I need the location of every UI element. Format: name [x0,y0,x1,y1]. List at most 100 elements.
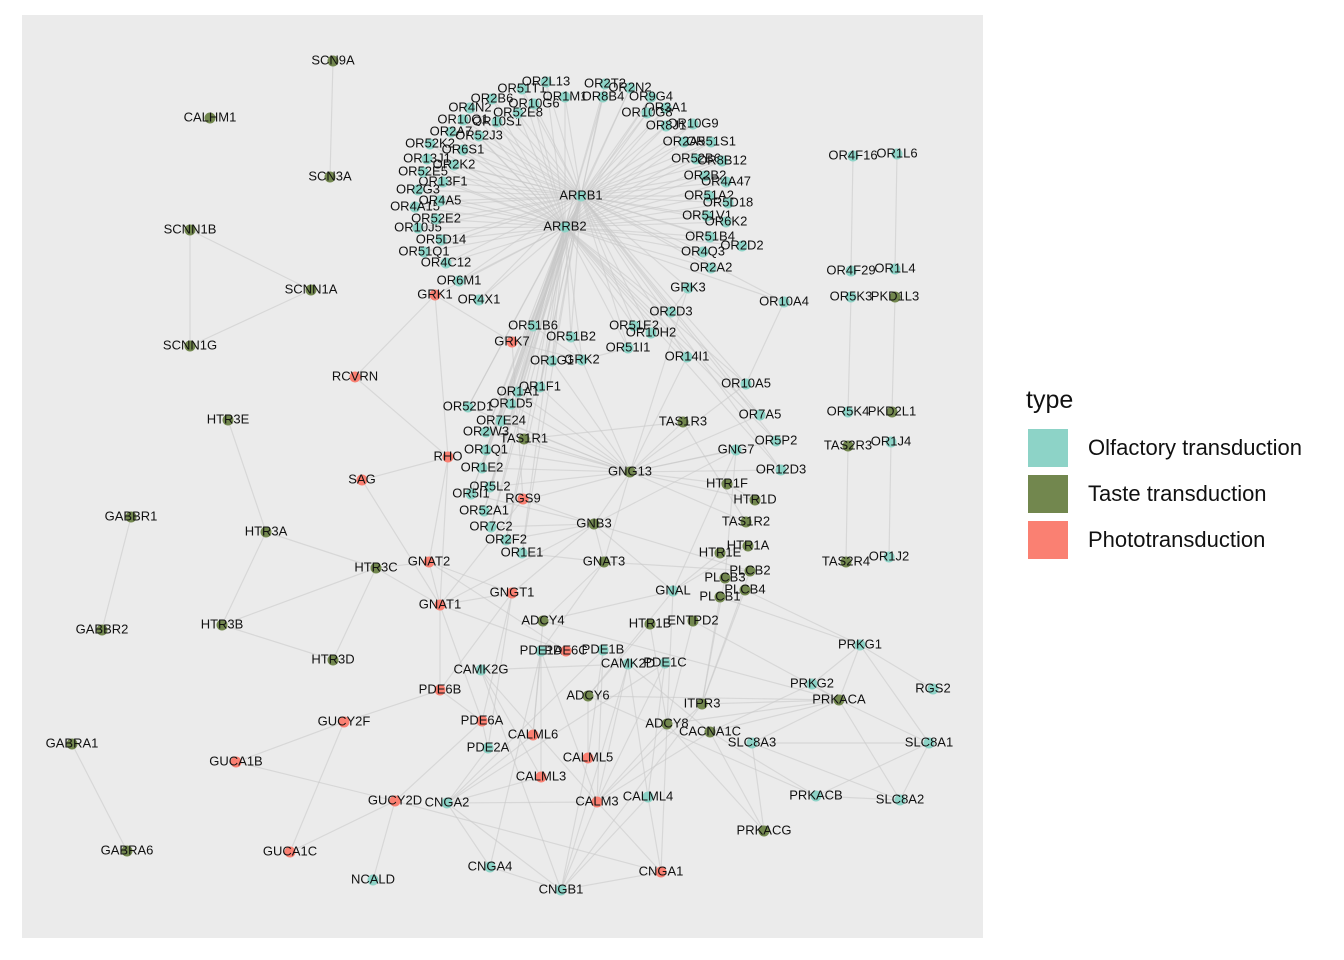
edge [235,761,396,802]
node-label: OR5K4 [827,403,870,418]
node-point [927,683,939,695]
node-label: OR10G6 [508,95,559,110]
node-point [565,331,577,343]
node-point [546,355,558,367]
edge [581,347,629,361]
edge [235,721,345,763]
node-point [491,116,503,128]
plot-panel: SCN9A CALHM1 SCN3A SCNN1B SCNN1A SCNN1G RCVRN H… [22,15,983,938]
node-label: ARRB2 [543,218,586,233]
node-label: GABBR2 [76,621,129,636]
edge [480,669,562,891]
node-point [421,153,433,165]
edge [439,523,595,606]
node-label: OR12D3 [756,461,807,476]
node-point [216,619,228,631]
node-point [512,386,524,398]
node-or10q1: OR10Q1 [437,111,488,126]
node-prkacg: PRKACG [737,822,792,837]
node-point [660,120,672,132]
node-point [482,742,494,754]
edge [505,523,595,541]
node-or1a1: OR1A1 [497,383,540,398]
node-label: OR1G1 [530,352,574,367]
node-point [429,289,441,301]
node-point [222,414,234,426]
node-label: CALML4 [623,788,674,803]
edge [666,590,674,725]
edge [564,226,711,238]
node-label: PLCB3 [704,569,745,584]
node-label: OR51E2 [609,317,659,332]
node-or4q3: OR4Q3 [681,243,725,258]
node-point [473,294,485,306]
edge [603,471,631,563]
edge [496,121,566,228]
node-label: PKD1L3 [871,288,919,303]
node-label: OR51B6 [508,317,558,332]
node-label: PKD2L1 [868,403,916,418]
edge [469,107,582,197]
node-prkacb: PRKACB [789,787,842,802]
node-point [701,210,713,222]
node-point [894,794,906,806]
edge [434,294,513,343]
node-point [473,130,485,142]
edge [375,567,441,606]
edge [439,498,524,606]
edge [446,776,542,804]
node-point [681,351,693,363]
node-point [886,406,898,418]
edge [467,406,631,473]
edge [629,471,728,485]
edge [521,88,566,228]
edge [483,226,566,512]
node-point [478,505,490,517]
edge [428,561,513,594]
edge [481,467,631,473]
node-label: OR2A7 [430,123,473,138]
edge [629,440,777,473]
node-label: OR5K3 [830,288,873,303]
node-label: PRKG1 [838,636,882,651]
node-label: TAS2R3 [824,437,872,452]
node-point [622,658,634,670]
node-point [644,618,656,630]
node-or2n2: OR2N2 [608,79,651,94]
edge [580,175,706,197]
node-point [506,587,518,599]
edge [564,226,777,442]
edge [442,181,582,197]
node-pde2a: PDE2A [467,739,510,754]
node-label: OR10J5 [394,219,442,234]
node-point [661,718,673,730]
edge [189,229,312,291]
node-point [889,263,901,275]
node-or52e5: OR52E5 [398,163,448,178]
node-label: ADCY6 [566,687,609,702]
node-label: OR51I1 [606,339,651,354]
edge [596,663,629,803]
edge [580,141,685,197]
node-label: OR5L2 [469,478,510,493]
edge [354,294,436,378]
node-label: OR52E5 [398,163,448,178]
node-point [720,176,732,188]
node-label: CALM3 [575,793,618,808]
node-point [842,406,854,418]
edge [580,195,712,269]
edge [593,523,674,592]
edge [564,226,583,361]
node-label: CNGA2 [425,794,470,809]
legend-key-olfactory [1026,427,1070,469]
node-or2a2: OR2A2 [690,259,733,274]
node-or4a47: OR4A47 [701,173,751,188]
node-label: ADCY4 [521,612,564,627]
node-point [527,320,539,332]
node-grk7: GRK7 [494,333,529,348]
node-or4a15: OR4A15 [390,198,440,213]
node-or6s1: OR6S1 [442,141,485,156]
node-guca1b: GUCA1B [209,753,262,768]
edge [580,112,648,197]
node-gabbr1: GABBR1 [105,508,158,523]
